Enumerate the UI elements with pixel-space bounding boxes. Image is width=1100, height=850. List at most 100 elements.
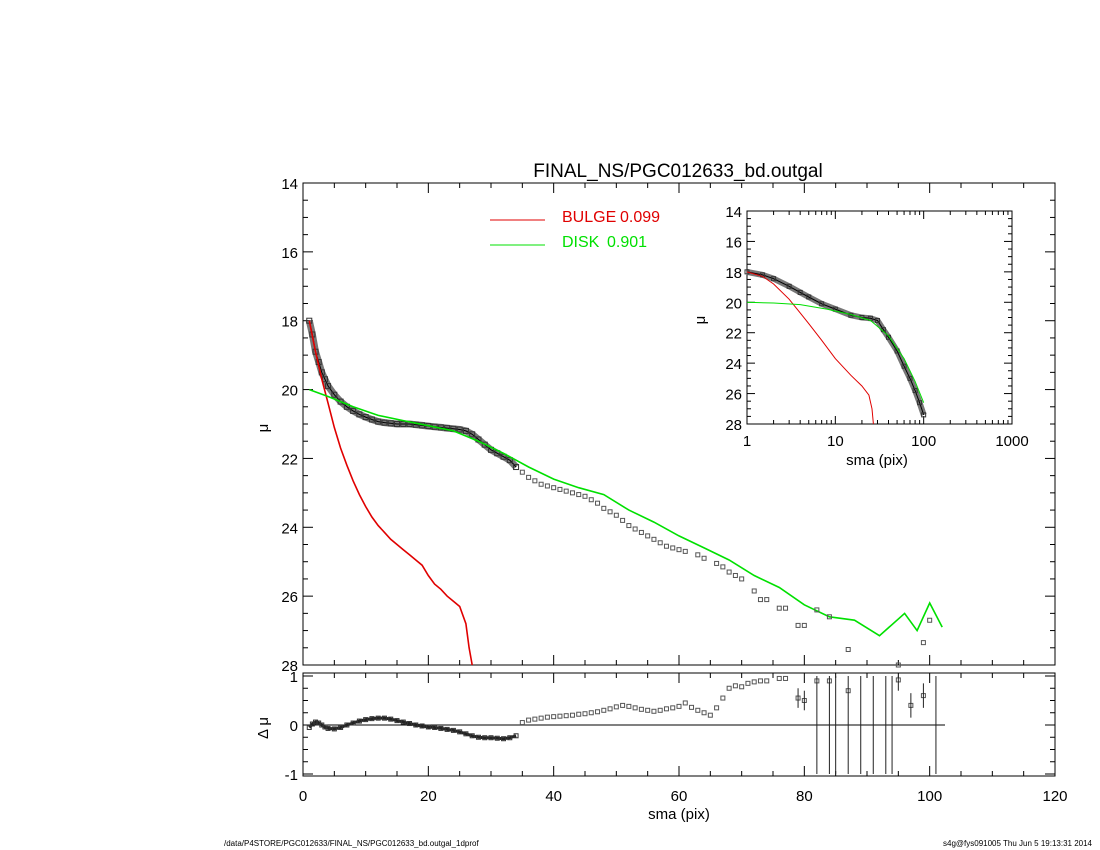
main-outer-point: [613, 512, 619, 518]
residual-point: [764, 678, 770, 684]
residual-point: [569, 712, 575, 718]
main-outer-point: [732, 572, 738, 578]
res-x-tick-label: 60: [671, 788, 688, 805]
main-outer-point: [601, 505, 607, 511]
residual-point: [695, 707, 701, 713]
residual-point: [707, 712, 713, 718]
inset-data-point: [786, 283, 792, 289]
residual-curve-point: [394, 718, 400, 724]
main-y-tick-label: 22: [281, 451, 298, 468]
residual-point: [701, 710, 707, 716]
main-outer-point: [645, 533, 651, 539]
residual-point: [538, 715, 544, 721]
main-outer-point: [701, 555, 707, 561]
residual-point: [732, 683, 738, 689]
main-outer-point: [532, 478, 538, 484]
residual-point: [670, 705, 676, 711]
inset-y-axis-label: μ: [692, 316, 709, 325]
residual-point: [720, 695, 726, 701]
main-data-point: [356, 411, 363, 418]
main-outer-point: [551, 485, 557, 491]
inset-data-point: [901, 363, 907, 369]
residual-curve-point: [482, 735, 488, 741]
residual-point: [745, 680, 751, 686]
main-outer-point: [607, 509, 613, 515]
main-outer-point: [895, 662, 901, 668]
main-data-point: [350, 407, 357, 414]
inset-data-point: [744, 269, 750, 275]
inset-y-tick-label: 28: [725, 417, 742, 434]
main-y-tick-label: 20: [281, 383, 298, 400]
main-data-point: [394, 421, 400, 427]
inset-data-point: [797, 289, 803, 295]
main-y-tick-labels: 14 16 18 20 22 24 26 28: [281, 176, 298, 675]
residual-point: [563, 713, 569, 719]
residual-point: [663, 706, 669, 712]
main-y-tick-label: 26: [281, 589, 298, 606]
residual-point: [601, 707, 607, 713]
residual-point: [544, 714, 550, 720]
residual-point: [676, 703, 682, 709]
main-data-point: [331, 391, 338, 398]
main-outer-point: [569, 490, 575, 496]
residual-curve-point: [407, 721, 413, 727]
res-x-tick-label: 80: [796, 788, 813, 805]
footer-stamp: s4g@fys091005 Thu Jun 5 19:13:31 2014: [943, 839, 1093, 848]
inset-y-tick-label: 20: [725, 295, 742, 312]
inset-panel: 14 16 18 20 22 24 26 28 1 10 100 1000 μ sma (pix): [692, 204, 1029, 469]
residual-curve: [308, 716, 517, 741]
inset-data-line: [746, 271, 925, 416]
residual-curve-point: [344, 722, 350, 728]
main-outer-point: [538, 481, 544, 487]
footer-path: /data/P4STORE/PGC012633/FINAL_NS/PGC0126…: [224, 839, 479, 848]
residual-curve-point: [438, 725, 444, 731]
main-data-point: [469, 431, 476, 438]
inset-series-group: [744, 268, 927, 425]
inset-data-point: [771, 276, 777, 282]
residual-curve-point: [381, 715, 387, 721]
res-x-tick-label: 120: [1042, 788, 1067, 805]
residual-curve-point: [388, 716, 394, 722]
main-outer-point: [814, 607, 820, 613]
residual-curve-point: [494, 735, 500, 741]
residual-curve-point: [400, 719, 406, 725]
residual-curve-point: [363, 717, 369, 723]
main-outer-point: [670, 545, 676, 551]
main-outer-point: [764, 597, 770, 603]
main-data-line: [308, 320, 517, 468]
res-x-tick-label: 20: [420, 788, 437, 805]
residual-axis-ticks: [302, 673, 1056, 776]
main-outer-point: [595, 500, 601, 506]
main-outer-point: [638, 529, 644, 535]
residual-curve-point: [325, 725, 331, 731]
residual-point: [626, 703, 632, 709]
main-data-point: [462, 427, 469, 434]
main-outer-point: [626, 523, 632, 529]
main-y-tick-label: 28: [281, 658, 298, 675]
residual-point: [576, 711, 582, 717]
residual-curve-point: [463, 731, 469, 737]
main-outer-point: [682, 548, 688, 554]
main-outer-point: [557, 486, 563, 492]
main-outer-point: [920, 640, 926, 646]
main-data-point: [375, 418, 382, 425]
residual-series-group: [306, 675, 937, 774]
residual-point: [613, 704, 619, 710]
main-data-point: [381, 419, 388, 426]
main-data-point: [325, 383, 332, 390]
legend-disk-value: 0.901: [607, 234, 647, 251]
residual-curve-point: [513, 733, 519, 739]
res-x-tick-label: 0: [299, 788, 307, 805]
main-outer-point: [695, 552, 701, 558]
residual-point: [657, 707, 663, 713]
res-x-tick-label: 40: [545, 788, 562, 805]
inset-data-point: [806, 294, 812, 300]
main-axis-ticks: [302, 182, 1056, 666]
residual-x-axis-label: sma (pix): [648, 806, 710, 823]
main-outer-point: [726, 569, 732, 575]
residual-point: [757, 678, 763, 684]
main-outer-point: [776, 605, 782, 611]
main-y-axis-label: μ: [255, 424, 272, 433]
residual-curve-point: [322, 724, 328, 730]
